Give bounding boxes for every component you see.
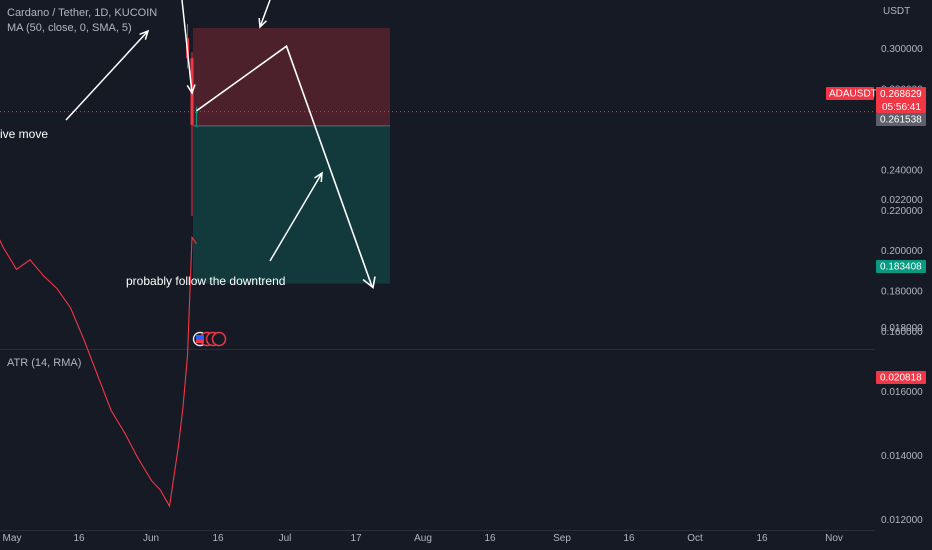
ma-indicator-legend[interactable]: MA (50, close, 0, SMA, 5) [7, 22, 132, 34]
price-tick-0: 0.300000 [881, 44, 923, 55]
economic-event-icon-stripe [196, 340, 204, 343]
time-tick-12: Nov [825, 533, 843, 544]
time-tick-11: 16 [756, 533, 768, 544]
drawing-arrow-small-head [258, 17, 268, 29]
atr-tick-5: 0.012000 [881, 515, 923, 526]
last-price-badge-bg [876, 87, 926, 113]
price-tick-2: 0.240000 [881, 165, 923, 176]
atr-tick-0: 0.022000 [881, 195, 923, 206]
symbol-badge: ADAUSDT [829, 89, 877, 100]
price-tick-5: 0.180000 [881, 287, 923, 298]
time-tick-6: Aug [414, 533, 432, 544]
time-tick-4: Jul [279, 533, 292, 544]
projection-path [196, 44, 373, 287]
drawing-arrow-down-head [186, 84, 196, 95]
atr-value-badge-bg [876, 371, 926, 384]
time-tick-1: 16 [73, 533, 85, 544]
symbol-badge-bg [826, 87, 874, 100]
atr-tick-2: 0.018000 [881, 323, 923, 334]
entry-price-badge: 0.261538 [880, 115, 922, 126]
time-tick-5: 17 [350, 533, 362, 544]
time-tick-10: Oct [687, 533, 703, 544]
atr-tick-4: 0.014000 [881, 451, 923, 462]
entry-price-badge-bg [876, 113, 926, 126]
drawing-arrow-up-left [65, 30, 149, 121]
atr-indicator-legend[interactable]: ATR (14, RMA) [7, 357, 82, 369]
chart-title: Cardano / Tether, 1D, KUCOIN [7, 7, 158, 19]
atr-line [0, 235, 197, 508]
drawing-arrow-up-bottom-head [314, 171, 323, 183]
price-tick-6: 0.160000 [881, 327, 923, 338]
price-axis-background [875, 0, 932, 550]
target-price-badge: 0.183408 [880, 262, 922, 273]
time-tick-9: 16 [623, 533, 635, 544]
atr-value-badge: 0.020818 [880, 373, 922, 384]
drawing-arrow-up-bottom [269, 172, 323, 262]
projection-arrowhead [362, 276, 376, 290]
drawing-arrow-up-left-head [139, 29, 150, 40]
last-price-badge: 0.268629 [880, 89, 922, 100]
take-profit-zone [193, 125, 390, 284]
time-tick-8: Sep [553, 533, 571, 544]
drawing-arrow-down [181, 0, 193, 94]
time-tick-3: 16 [212, 533, 224, 544]
economic-event-icon [196, 335, 204, 343]
stop-loss-zone [193, 28, 390, 126]
annotation-downtrend[interactable]: probably follow the downtrend [126, 274, 286, 288]
atr-tick-3: 0.016000 [881, 387, 923, 398]
price-axis-unit: USDT [883, 6, 910, 17]
time-tick-7: 16 [484, 533, 496, 544]
time-tick-0: May [3, 533, 22, 544]
annotation-positive-move[interactable]: ive move [0, 127, 49, 141]
countdown-badge: 05:56:41 [882, 102, 921, 113]
price-tick-3: 0.220000 [881, 206, 923, 217]
event-flag-3 [211, 331, 227, 347]
price-tick-4: 0.200000 [881, 246, 923, 257]
drawing-arrow-small [259, 0, 271, 28]
target-price-badge-bg [876, 260, 926, 273]
time-tick-2: Jun [143, 533, 159, 544]
candle-body-2 [195, 111, 198, 113]
